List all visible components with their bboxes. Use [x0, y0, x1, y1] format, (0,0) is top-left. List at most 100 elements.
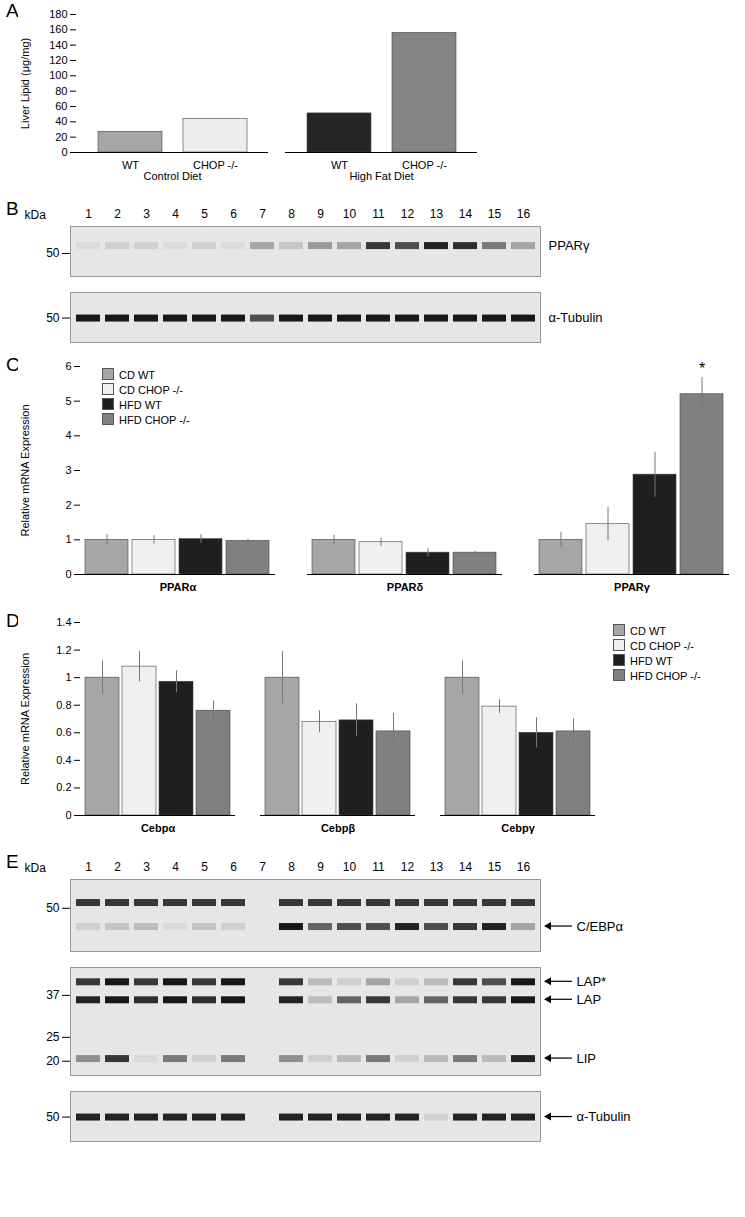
svg-text:High Fat Diet: High Fat Diet: [349, 170, 413, 182]
html-text:D: D: [6, 610, 20, 631]
svg-text:20: 20: [55, 131, 67, 143]
svg-text:16: 16: [517, 207, 531, 221]
svg-text:9: 9: [317, 207, 324, 221]
svg-text:PPARα: PPARα: [160, 581, 197, 593]
svg-text:15: 15: [488, 207, 502, 221]
svg-text:1: 1: [85, 207, 92, 221]
svg-text:WT: WT: [331, 159, 348, 171]
svg-text:*: *: [699, 360, 705, 377]
svg-text:2: 2: [65, 499, 71, 511]
svg-text:0.8: 0.8: [56, 699, 71, 711]
svg-text:Cebpγ: Cebpγ: [501, 822, 536, 834]
svg-text:140: 140: [49, 39, 67, 51]
svg-text:16: 16: [517, 860, 531, 874]
svg-text:0.6: 0.6: [56, 726, 71, 738]
html-text:CD CHOP -/-: CD CHOP -/-: [119, 384, 183, 396]
svg-text:Liver Lipid (μg/mg): Liver Lipid (μg/mg): [19, 38, 31, 129]
svg-text:50: 50: [46, 246, 60, 260]
svg-text:11: 11: [372, 207, 385, 221]
svg-text:Cebpβ: Cebpβ: [321, 822, 356, 834]
svg-text:2: 2: [114, 860, 121, 874]
svg-text:4: 4: [172, 207, 179, 221]
svg-text:PPARγ: PPARγ: [614, 581, 651, 593]
svg-text:10: 10: [343, 207, 357, 221]
svg-text:1: 1: [65, 533, 71, 545]
svg-text:10: 10: [343, 860, 357, 874]
svg-text:CHOP -/-: CHOP -/-: [402, 159, 447, 172]
svg-text:1.4: 1.4: [56, 616, 71, 628]
svg-text:Relative mRNA Expression: Relative mRNA Expression: [19, 404, 31, 536]
svg-text:160: 160: [49, 23, 67, 35]
svg-text:13: 13: [430, 860, 444, 874]
svg-text:α-Tubulin: α-Tubulin: [549, 310, 603, 325]
svg-text:12: 12: [401, 207, 415, 221]
svg-text:50: 50: [46, 1110, 60, 1124]
svg-text:PPARγ: PPARγ: [549, 238, 590, 253]
svg-text:6: 6: [230, 207, 237, 221]
svg-text:8: 8: [288, 860, 295, 874]
svg-text:6: 6: [65, 360, 71, 372]
svg-text:Cebpα: Cebpα: [141, 822, 176, 834]
svg-text:6: 6: [230, 860, 237, 874]
svg-text:1.2: 1.2: [56, 644, 71, 656]
svg-text:3: 3: [143, 207, 150, 221]
html-text:CD WT: CD WT: [630, 625, 666, 637]
svg-text:LAP: LAP: [577, 992, 602, 1007]
svg-text:LAP*: LAP*: [577, 974, 607, 989]
svg-text:kDa: kDa: [25, 861, 47, 875]
svg-text:WT: WT: [122, 159, 139, 171]
svg-text:50: 50: [46, 901, 60, 915]
svg-text:8: 8: [288, 207, 295, 221]
svg-text:60: 60: [55, 100, 67, 112]
svg-text:0.2: 0.2: [56, 781, 71, 793]
svg-text:5: 5: [65, 395, 71, 407]
svg-text:9: 9: [317, 860, 324, 874]
svg-text:0.4: 0.4: [56, 754, 71, 766]
svg-text:11: 11: [372, 860, 385, 874]
svg-text:20: 20: [46, 1054, 60, 1068]
svg-text:1: 1: [65, 671, 71, 683]
svg-text:7: 7: [259, 207, 266, 221]
svg-text:α-Tubulin: α-Tubulin: [577, 1109, 631, 1124]
svg-text:5: 5: [201, 207, 208, 221]
svg-text:12: 12: [401, 860, 415, 874]
svg-text:100: 100: [49, 69, 67, 81]
svg-text:C/EBPα: C/EBPα: [577, 919, 624, 934]
html-text:C: C: [6, 354, 20, 375]
svg-text:Control Diet: Control Diet: [143, 170, 201, 182]
svg-text:Relative mRNA Expression: Relative mRNA Expression: [19, 653, 31, 785]
svg-text:kDa: kDa: [25, 208, 47, 222]
svg-text:14: 14: [459, 207, 473, 221]
html-text:HFD CHOP -/-: HFD CHOP -/-: [119, 414, 190, 426]
svg-text:25: 25: [46, 1030, 60, 1044]
svg-text:3: 3: [143, 860, 150, 874]
svg-text:0: 0: [65, 568, 71, 580]
svg-text:37: 37: [46, 988, 60, 1002]
svg-text:4: 4: [65, 429, 71, 441]
svg-text:LIP: LIP: [577, 1051, 597, 1066]
svg-text:2: 2: [114, 207, 121, 221]
svg-text:180: 180: [49, 8, 67, 20]
svg-text:3: 3: [65, 464, 71, 476]
svg-text:PPARδ: PPARδ: [387, 581, 424, 593]
svg-text:CHOP -/-: CHOP -/-: [193, 159, 238, 172]
html-text:A: A: [6, 0, 19, 21]
svg-text:0: 0: [65, 809, 71, 821]
svg-text:40: 40: [55, 115, 67, 127]
svg-text:120: 120: [49, 54, 67, 66]
html-text:CD WT: CD WT: [119, 369, 155, 381]
svg-text:1: 1: [85, 860, 92, 874]
svg-text:7: 7: [259, 860, 266, 874]
svg-text:4: 4: [172, 860, 179, 874]
html-text:HFD WT: HFD WT: [119, 399, 162, 411]
svg-text:80: 80: [55, 85, 67, 97]
html-text:CD CHOP -/-: CD CHOP -/-: [630, 640, 694, 652]
svg-text:5: 5: [201, 860, 208, 874]
svg-text:50: 50: [46, 311, 60, 325]
svg-text:14: 14: [459, 860, 473, 874]
html-text:E: E: [6, 851, 19, 872]
html-text:B: B: [6, 198, 19, 219]
svg-text:13: 13: [430, 207, 444, 221]
svg-text:0: 0: [61, 146, 67, 158]
svg-text:15: 15: [488, 860, 502, 874]
